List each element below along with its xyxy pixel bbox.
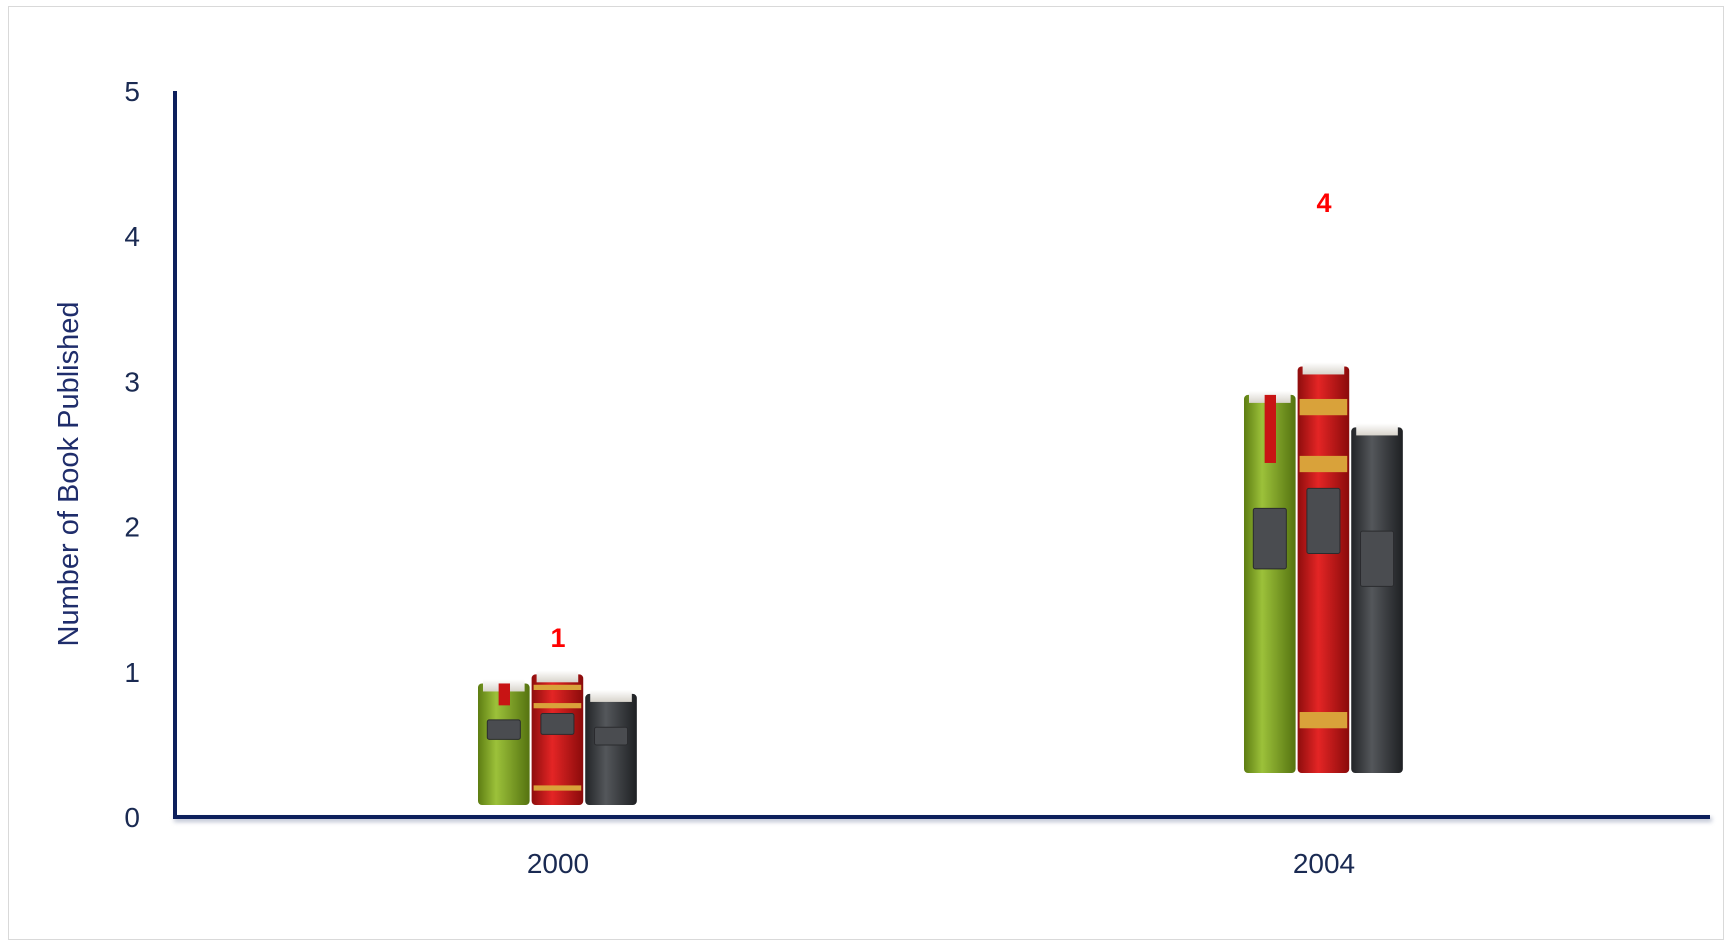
gold-band (1299, 455, 1348, 473)
book-label-plate (486, 719, 521, 740)
gold-band (533, 785, 582, 791)
y-tick-label: 3 (124, 366, 140, 397)
bar-2000 (478, 670, 637, 805)
book-pages (590, 689, 632, 702)
gold-band (533, 703, 582, 709)
y-tick-label: 5 (124, 76, 140, 107)
book-icon (1351, 423, 1403, 773)
bar-2004 (1244, 362, 1403, 773)
axes (173, 91, 1712, 822)
data-label: 4 (1316, 188, 1331, 218)
book-label-plate (1360, 530, 1395, 587)
x-tick-label: 2004 (1293, 848, 1355, 879)
book-pages (1302, 362, 1345, 375)
book-icon (1244, 390, 1296, 773)
x-tick-labels: 2000 2004 (527, 848, 1355, 879)
book-icon (1297, 362, 1350, 773)
y-tick-label: 4 (124, 221, 140, 252)
bookmark-ribbon (1264, 394, 1276, 463)
book-icon (531, 670, 584, 805)
bar-marks (478, 362, 1403, 805)
book-label-plate (1252, 507, 1287, 570)
y-axis-label: Number of Book Published (53, 302, 85, 647)
book-pages (536, 670, 579, 683)
book-icon (585, 689, 637, 805)
bookmark-ribbon (498, 683, 510, 706)
gold-band (1299, 712, 1348, 729)
book-label-plate (594, 726, 629, 746)
book-label-plate (1306, 487, 1341, 554)
book-pages (1356, 423, 1398, 436)
chart-frame (8, 6, 1724, 940)
book-spine (478, 683, 530, 805)
y-tick-labels: 0 1 2 3 4 5 (124, 76, 140, 833)
book-label-plate (540, 713, 575, 735)
book-spine (1244, 394, 1296, 773)
gold-band (1299, 398, 1348, 416)
y-tick-label: 1 (124, 657, 140, 688)
book-icon (478, 679, 530, 805)
y-tick-label: 0 (124, 802, 140, 833)
data-label: 1 (550, 623, 565, 653)
gold-band (533, 684, 582, 691)
y-tick-label: 2 (124, 512, 140, 543)
book-spine (1351, 427, 1403, 773)
data-labels: 14 (550, 188, 1331, 653)
book-spine (585, 693, 637, 805)
x-tick-label: 2000 (527, 848, 589, 879)
